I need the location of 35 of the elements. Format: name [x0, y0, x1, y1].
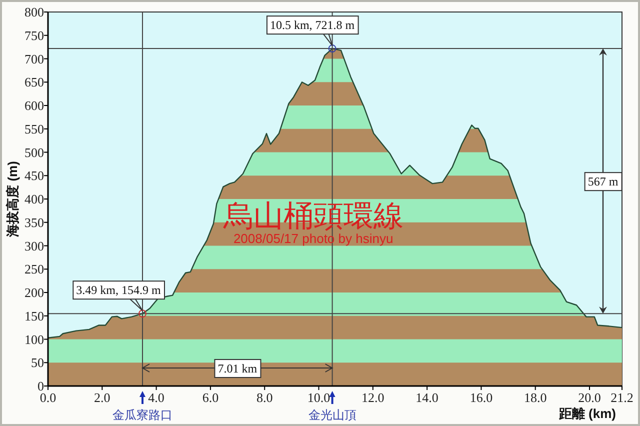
- y-tick-label: 200: [24, 285, 44, 300]
- x-tick-label: 12.0: [362, 390, 384, 405]
- y-tick-label: 250: [24, 262, 44, 277]
- y-tick-label: 450: [24, 168, 44, 184]
- x-tick-label: 18.0: [524, 390, 547, 405]
- text: 金瓜寮路口: [112, 408, 172, 422]
- y-tick-label: 550: [24, 121, 44, 136]
- y-tick-label: 700: [24, 51, 44, 66]
- x-tick-label: 16.0: [470, 390, 493, 405]
- y-tick-label: 350: [24, 214, 44, 230]
- x-axis-title: 距離 (km): [558, 406, 616, 421]
- y-tick-label: 50: [31, 355, 44, 370]
- x-tick-label: 14.0: [416, 390, 438, 405]
- y-tick-label: 100: [24, 332, 44, 347]
- annotation: 10.5 km, 721.8 m: [270, 18, 356, 32]
- x-tick-label: 2.0: [94, 390, 110, 405]
- y-tick-label: 750: [24, 28, 44, 43]
- x-tick-label: 10.0: [307, 390, 330, 405]
- y-tick-label: 300: [24, 238, 44, 254]
- x-tick-label: 8.0: [256, 390, 273, 405]
- y-tick-label: 600: [24, 98, 44, 113]
- annotation: 7.01 km: [218, 362, 258, 376]
- text: 金光山頂: [308, 408, 356, 422]
- y-tick-label: 800: [24, 4, 44, 20]
- x-tick-label: 21.2: [610, 390, 634, 405]
- y-tick-label: 400: [24, 192, 44, 206]
- y-tick-label: 150: [24, 308, 44, 324]
- x-tick-label: 20.0: [578, 390, 601, 405]
- y-tick-label: 650: [24, 74, 44, 90]
- annotation: 3.49 km, 154.9 m: [76, 283, 162, 298]
- annotation: 567 m: [588, 174, 619, 189]
- y-tick-label: 500: [24, 144, 44, 160]
- y-axis-title: 海拔高度 (m): [5, 161, 20, 238]
- x-tick-label: 6.0: [202, 390, 219, 405]
- x-tick-label: 4.0: [148, 390, 164, 405]
